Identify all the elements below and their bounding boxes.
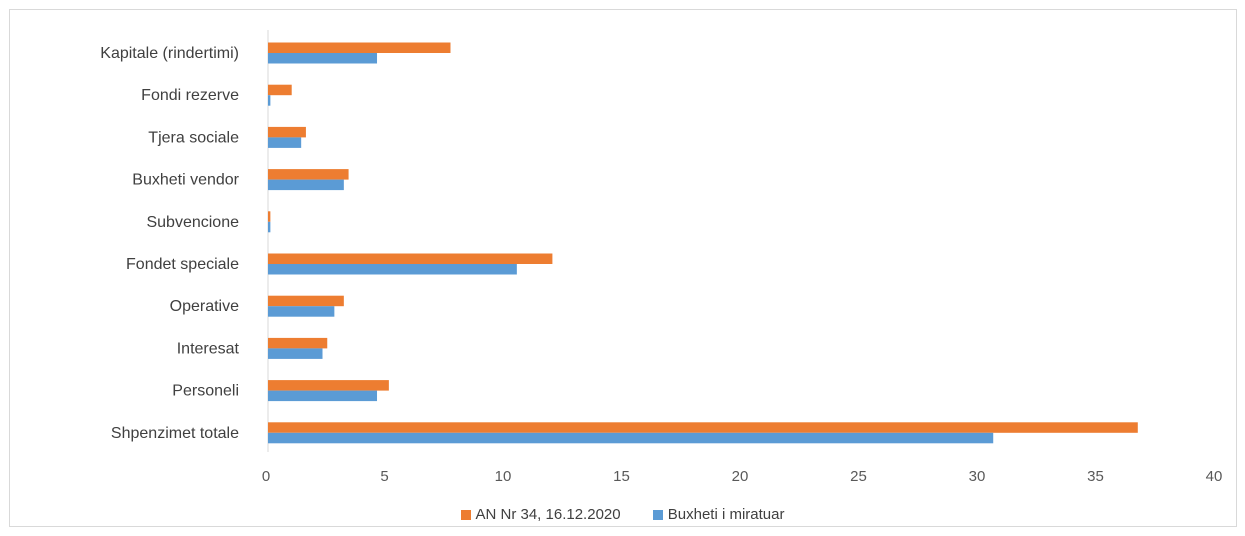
category-label: Fondet speciale [126,256,239,273]
x-tick-label: 10 [495,468,512,485]
bar-an [268,126,306,138]
bar-buxheti [268,306,335,317]
category-label: Kapitale (rindertimi) [100,45,239,62]
bar-an [268,422,1138,433]
bar-an [268,337,328,349]
legend-item-buxheti: Buxheti i miratuar [652,506,785,523]
x-tick-label: 15 [613,468,630,485]
bar-buxheti [268,137,302,148]
bar-buxheti [268,221,271,233]
bar-buxheti [268,179,344,191]
bar-an [268,169,349,180]
bar-buxheti [268,53,378,64]
chart-border [9,9,1237,527]
legend-swatch-an [460,509,471,520]
x-tick-label: 35 [1087,468,1104,485]
bar-buxheti [268,348,323,359]
legend: AN Nr 34, 16.12.2020 Buxheti i miratuar [0,506,1245,524]
bar-buxheti [268,264,517,275]
bar-an [268,211,271,222]
category-label: Fondi rezerve [141,87,239,104]
bar-an [268,295,344,307]
category-label: Buxheti vendor [132,172,239,189]
category-label: Tjera sociale [148,129,239,146]
legend-label-an: AN Nr 34, 16.12.2020 [475,506,621,523]
category-label: Shpenzimet totale [111,425,239,442]
legend-label-buxheti: Buxheti i miratuar [667,506,785,523]
bar-buxheti [268,95,271,106]
bar-an [268,42,451,53]
category-label: Interesat [177,340,240,357]
x-tick-label: 30 [969,468,986,485]
x-tick-label: 40 [1206,468,1223,485]
legend-swatch-buxheti [652,509,663,520]
bar-an [268,253,553,264]
bar-an [268,380,389,391]
x-tick-label: 25 [850,468,867,485]
legend-item-an: AN Nr 34, 16.12.2020 [460,506,621,523]
bar-buxheti [268,432,994,444]
x-tick-label: 5 [380,468,388,485]
bar-an [268,84,292,96]
x-tick-label: 20 [732,468,749,485]
category-label: Operative [170,298,239,315]
category-label: Personeli [172,383,239,400]
bar-buxheti [268,390,378,402]
x-tick-label: 0 [262,468,270,485]
category-label: Subvencione [146,214,239,231]
